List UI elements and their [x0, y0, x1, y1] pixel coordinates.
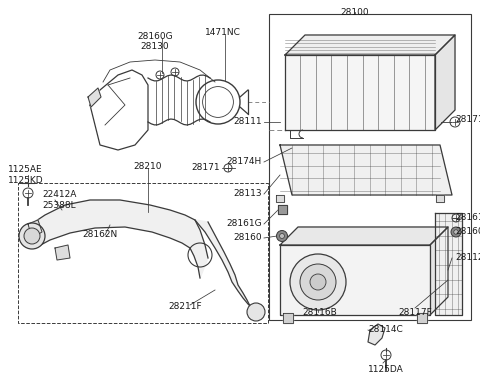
Text: 28171: 28171 — [192, 164, 220, 172]
Text: 28211F: 28211F — [168, 302, 202, 311]
Polygon shape — [435, 35, 455, 130]
Polygon shape — [90, 70, 148, 150]
Polygon shape — [88, 88, 101, 107]
Text: 28100: 28100 — [341, 8, 369, 17]
Polygon shape — [285, 35, 455, 55]
Text: 28171: 28171 — [455, 116, 480, 124]
Circle shape — [300, 264, 336, 300]
Polygon shape — [368, 324, 385, 345]
Circle shape — [247, 303, 265, 321]
Text: 28160: 28160 — [455, 228, 480, 237]
Circle shape — [279, 234, 285, 239]
Bar — [269, 14, 471, 320]
Polygon shape — [436, 195, 444, 202]
Text: 28117F: 28117F — [398, 308, 432, 317]
Polygon shape — [28, 220, 42, 238]
Circle shape — [24, 228, 40, 244]
Text: 28160: 28160 — [233, 234, 262, 243]
Circle shape — [454, 230, 458, 234]
Text: 28111: 28111 — [233, 118, 262, 127]
Polygon shape — [285, 55, 435, 130]
Polygon shape — [280, 145, 452, 195]
Polygon shape — [283, 313, 293, 323]
Bar — [18, 183, 268, 323]
Text: 28161G: 28161G — [227, 220, 262, 228]
Circle shape — [451, 227, 461, 237]
Polygon shape — [430, 227, 448, 315]
Polygon shape — [148, 75, 210, 125]
Circle shape — [276, 231, 288, 242]
Polygon shape — [276, 195, 284, 202]
Polygon shape — [278, 205, 287, 214]
Text: 1471NC: 1471NC — [205, 28, 241, 37]
Text: 28112: 28112 — [455, 254, 480, 262]
Text: 1125DA: 1125DA — [368, 365, 404, 374]
Polygon shape — [30, 200, 208, 278]
Text: 28210: 28210 — [134, 162, 162, 171]
Circle shape — [19, 223, 45, 249]
Text: 28161: 28161 — [455, 214, 480, 223]
Text: 28160G
28130: 28160G 28130 — [137, 32, 173, 51]
Polygon shape — [280, 227, 448, 245]
Text: 28114C: 28114C — [368, 325, 403, 335]
Text: 1125AE
1125KD: 1125AE 1125KD — [8, 165, 44, 185]
Text: 28174H: 28174H — [227, 158, 262, 166]
Polygon shape — [195, 220, 256, 314]
Text: 28162N: 28162N — [83, 230, 118, 239]
Circle shape — [310, 274, 326, 290]
Text: 28113: 28113 — [233, 189, 262, 198]
Text: 22412A
25388L: 22412A 25388L — [42, 190, 76, 210]
Polygon shape — [435, 213, 462, 315]
Polygon shape — [55, 245, 70, 260]
Text: 28116B: 28116B — [302, 308, 337, 317]
Polygon shape — [280, 245, 430, 315]
Polygon shape — [417, 313, 427, 323]
Circle shape — [290, 254, 346, 310]
